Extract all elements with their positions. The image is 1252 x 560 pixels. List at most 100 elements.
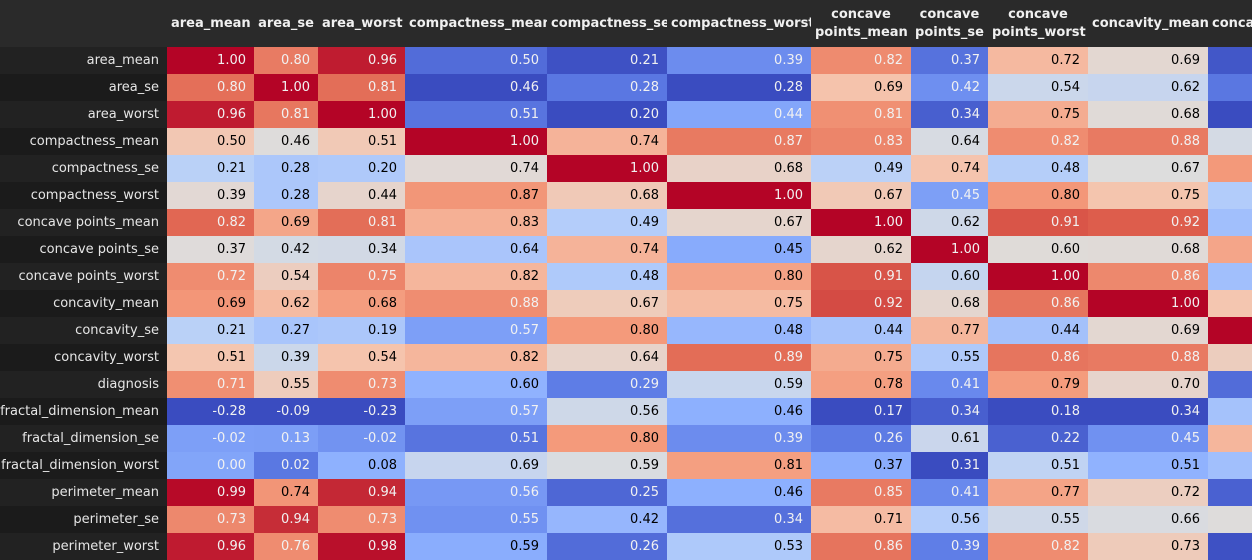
cell: 0.44 [1208, 452, 1252, 479]
cell: 0.53 [667, 533, 811, 560]
cell: 0.25 [547, 479, 667, 506]
cell: 0.57 [1208, 128, 1252, 155]
column-header: concavity_mean [1088, 0, 1208, 47]
cell: 1.00 [1208, 317, 1252, 344]
cell: 0.69 [1088, 317, 1208, 344]
cell: 0.64 [547, 344, 667, 371]
column-header: area_mean [167, 0, 254, 47]
cell: 0.23 [1208, 479, 1252, 506]
table-row: diagnosis 0.71 0.55 0.73 0.60 0.29 0.59 0.78 0.4… [0, 371, 1252, 398]
cell: 0.27 [254, 317, 318, 344]
cell: 0.39 [667, 47, 811, 74]
cell: 0.51 [1088, 452, 1208, 479]
cell: 0.59 [667, 371, 811, 398]
header-row: area_mean area_se area_worst compactness_me… [0, 0, 1252, 47]
cell: 0.74 [254, 479, 318, 506]
cell: 0.39 [254, 344, 318, 371]
table-row: perimeter_se 0.73 0.94 0.73 0.55 0.42 0.34 0.71… [0, 506, 1252, 533]
row-label: concavity_mean [0, 290, 167, 317]
cell: 1.00 [667, 182, 811, 209]
cell: 0.41 [911, 371, 988, 398]
cell: 0.44 [318, 182, 405, 209]
cell: 0.54 [318, 344, 405, 371]
cell: 0.55 [254, 371, 318, 398]
cell: 0.28 [254, 155, 318, 182]
cell: 0.28 [667, 74, 811, 101]
cell: 0.45 [667, 236, 811, 263]
cell: 0.80 [167, 74, 254, 101]
cell: 0.82 [405, 263, 547, 290]
column-header: compactness_se [547, 0, 667, 47]
cell: 0.81 [318, 209, 405, 236]
cell: 0.28 [547, 74, 667, 101]
cell: 0.39 [667, 425, 811, 452]
row-label: area_worst [0, 101, 167, 128]
cell: 0.72 [1088, 479, 1208, 506]
cell: 0.26 [547, 533, 667, 560]
table-row: concavity_worst 0.51 0.39 0.54 0.82 0.64 0.89 0… [0, 344, 1252, 371]
cell: 0.34 [911, 398, 988, 425]
cell: 0.83 [811, 128, 911, 155]
cell: 0.75 [1088, 182, 1208, 209]
cell: 0.51 [167, 344, 254, 371]
cell: 0.81 [811, 101, 911, 128]
column-header: compactness_worst [667, 0, 811, 47]
cell: 0.92 [811, 290, 911, 317]
cell: 0.44 [1208, 263, 1252, 290]
cell: 0.71 [167, 371, 254, 398]
cell: 0.86 [988, 344, 1088, 371]
cell: 0.69 [1208, 290, 1252, 317]
cell: -0.02 [318, 425, 405, 452]
cell: 0.92 [1088, 209, 1208, 236]
cell: 0.80 [254, 47, 318, 74]
cell: 0.94 [254, 506, 318, 533]
column-header: area_worst [318, 0, 405, 47]
cell: 0.74 [547, 236, 667, 263]
cell: 0.48 [667, 317, 811, 344]
cell: -0.09 [254, 398, 318, 425]
cell: 0.59 [547, 452, 667, 479]
cell: 0.79 [988, 371, 1088, 398]
cell: 0.45 [1088, 425, 1208, 452]
cell: 0.54 [254, 263, 318, 290]
cell: 0.48 [988, 155, 1088, 182]
cell: 0.45 [1208, 398, 1252, 425]
cell: 0.67 [811, 182, 911, 209]
cell: 0.21 [547, 47, 667, 74]
cell: 0.68 [1088, 236, 1208, 263]
cell: 0.19 [1208, 101, 1252, 128]
cell: 0.87 [405, 182, 547, 209]
cell: 0.67 [667, 209, 811, 236]
cell: 0.51 [405, 425, 547, 452]
cell: 0.62 [811, 236, 911, 263]
table-row: area_se 0.80 1.00 0.81 0.46 0.28 0.28 0.69 0.42 0… [0, 74, 1252, 101]
cell: 0.39 [167, 182, 254, 209]
row-label: compactness_mean [0, 128, 167, 155]
cell: 0.73 [318, 371, 405, 398]
cell: 1.00 [318, 101, 405, 128]
cell: 0.85 [811, 479, 911, 506]
table-row: fractal_dimension_mean -0.28 -0.09 -0.23 0.5… [0, 398, 1252, 425]
table-row: compactness_worst 0.39 0.28 0.44 0.87 0.68 1.0… [0, 182, 1252, 209]
cell: 0.18 [988, 398, 1088, 425]
row-label: concave points_worst [0, 263, 167, 290]
cell: 0.34 [911, 101, 988, 128]
cell: 0.55 [405, 506, 547, 533]
cell: 0.72 [167, 263, 254, 290]
cell: 0.21 [167, 317, 254, 344]
cell: 0.75 [318, 263, 405, 290]
cell: 0.48 [1208, 182, 1252, 209]
cell: 0.67 [1088, 155, 1208, 182]
cell: 0.69 [405, 452, 547, 479]
cell: 0.60 [1208, 506, 1252, 533]
cell: 0.73 [1088, 533, 1208, 560]
column-header: concavity_se [1208, 0, 1252, 47]
cell: 0.34 [667, 506, 811, 533]
cell: 0.74 [405, 155, 547, 182]
cell: 0.81 [318, 74, 405, 101]
cell: 0.88 [1088, 128, 1208, 155]
cell: 0.82 [167, 209, 254, 236]
cell: 0.75 [667, 290, 811, 317]
table-row: concave points_se 0.37 0.42 0.34 0.64 0.74 0.4… [0, 236, 1252, 263]
cell: 0.68 [547, 182, 667, 209]
